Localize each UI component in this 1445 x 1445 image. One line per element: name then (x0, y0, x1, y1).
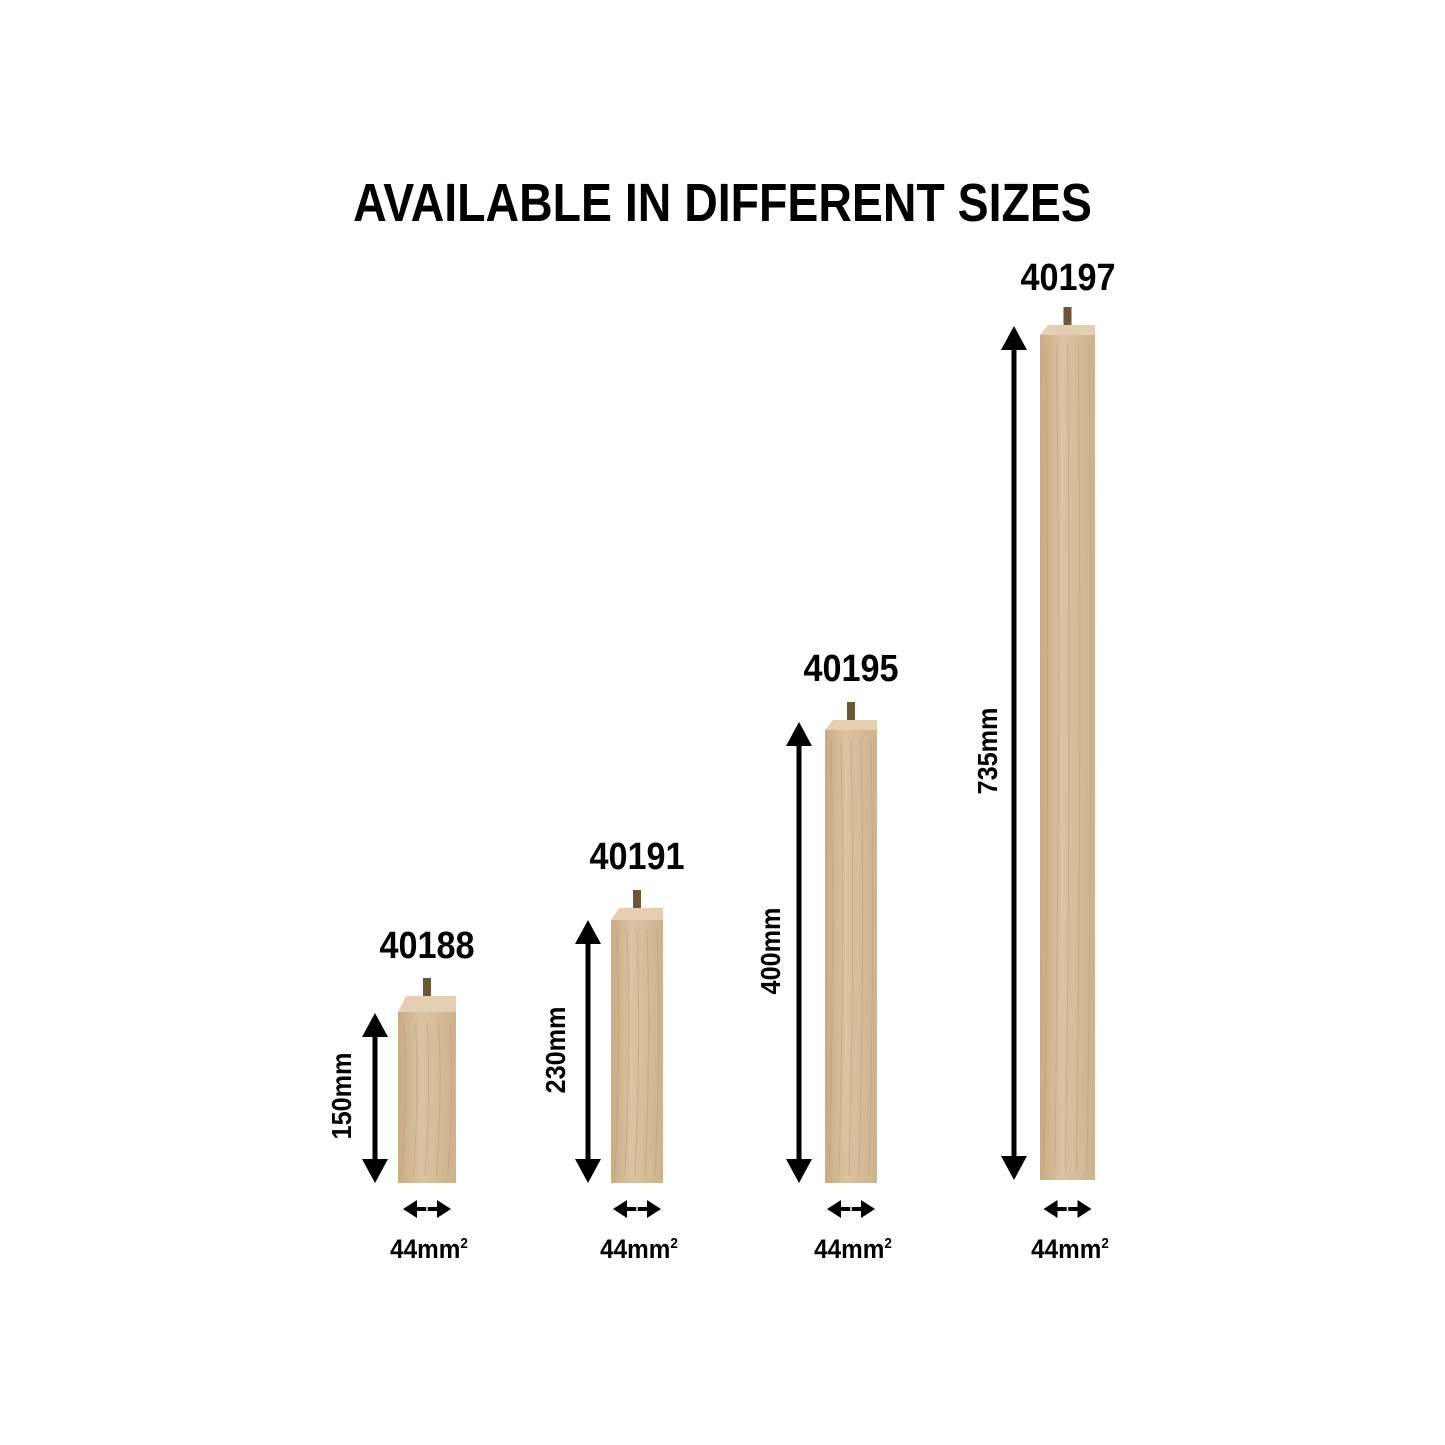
wood-grain (644, 929, 650, 1176)
wood-grain (1086, 344, 1092, 1173)
wood-grain (654, 929, 660, 1176)
length-label: 150mm (326, 1052, 357, 1140)
length-label: 735mm (972, 707, 1003, 795)
arrow-head-right (1077, 1200, 1092, 1218)
wood-grain (413, 1021, 418, 1176)
arrow-head-down (575, 1159, 601, 1183)
wood-grain (1054, 344, 1059, 1173)
wooden-leg (398, 1012, 456, 1183)
length-label: 230mm (540, 1006, 571, 1093)
threaded-bolt (633, 890, 641, 912)
leg-top-face (398, 996, 456, 1012)
wooden-leg (611, 920, 663, 1183)
arrow-head-up (1001, 326, 1027, 350)
width-label: 44mm2 (998, 1234, 1142, 1265)
leg-top-face (611, 908, 663, 920)
arrow-head-left (613, 1200, 627, 1218)
wood-grain (868, 739, 874, 1176)
wood-grain (858, 739, 864, 1176)
wood-grain (614, 929, 620, 1176)
wood-grain (838, 739, 844, 1176)
wood-grain (1065, 344, 1070, 1173)
width-value: 44mm (600, 1234, 671, 1264)
arrow-head-down (362, 1159, 388, 1183)
width-label: 44mm2 (357, 1234, 501, 1265)
squared-superscript: 2 (460, 1235, 468, 1252)
wood-grain (1043, 344, 1049, 1173)
product-code: 40197 (1019, 257, 1116, 299)
arrow-head-up (786, 722, 812, 746)
width-value: 44mm (814, 1234, 885, 1264)
product-code: 40191 (589, 836, 685, 878)
arrow-head-left (403, 1200, 417, 1218)
squared-superscript: 2 (670, 1235, 678, 1252)
arrow-head-down (1001, 1156, 1027, 1180)
threaded-bolt (1063, 307, 1072, 329)
wood-grain (424, 1021, 430, 1176)
arrow-head-left (827, 1200, 841, 1218)
product-code: 40188 (379, 925, 475, 967)
leg-top-face (825, 720, 877, 730)
arrow-head-right (647, 1200, 661, 1218)
threaded-bolt (423, 978, 431, 1000)
width-value: 44mm (1030, 1234, 1101, 1264)
wood-grain (624, 929, 630, 1176)
wood-grain (634, 929, 640, 1176)
wood-grain (436, 1021, 441, 1176)
arrow-head-right (437, 1200, 451, 1218)
squared-superscript: 2 (884, 1235, 892, 1252)
product-code: 40195 (803, 648, 899, 690)
leg-top-face (1040, 325, 1095, 335)
length-label: 400mm (755, 907, 786, 994)
wood-grain (1075, 344, 1081, 1173)
arrow-head-down (786, 1159, 812, 1183)
arrow-head-up (362, 1013, 388, 1037)
width-label: 44mm2 (781, 1234, 925, 1265)
arrow-head-right (861, 1200, 875, 1218)
wood-grain (401, 1021, 407, 1176)
threaded-bolt (847, 702, 855, 724)
squared-superscript: 2 (1100, 1235, 1109, 1252)
wood-grain (848, 739, 854, 1176)
width-label: 44mm2 (567, 1234, 711, 1265)
width-value: 44mm (390, 1234, 461, 1264)
wood-grain (447, 1021, 453, 1176)
arrow-head-up (575, 920, 601, 944)
arrow-head-left (1043, 1200, 1058, 1218)
page-title: AVAILABLE IN DIFFERENT SIZES (353, 173, 1092, 233)
wood-grain (828, 739, 834, 1176)
